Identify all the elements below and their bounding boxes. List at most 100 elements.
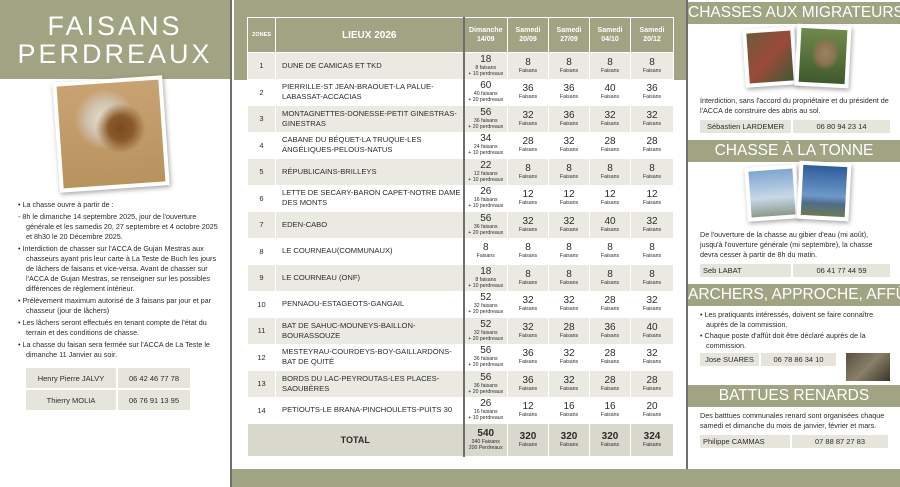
zone-number: 2 bbox=[247, 78, 276, 106]
unit: Faisans bbox=[518, 442, 538, 448]
tonne-text: De l'ouverture de la chasse au gibier d'… bbox=[700, 230, 873, 259]
count: 36 bbox=[522, 83, 534, 95]
unit: Faisans bbox=[559, 332, 579, 339]
table-row: 4 CABANE DU BÉQUET-LA TRUQUE-LES ANGÉLIQU… bbox=[247, 131, 674, 159]
zone-number: 9 bbox=[247, 264, 276, 292]
count: 8 bbox=[566, 56, 572, 68]
samedi-cell: 16 Faisans bbox=[589, 396, 631, 424]
contact-phone: 06 78 86 34 10 bbox=[761, 353, 836, 366]
page-title-line1: FAISANS bbox=[47, 10, 183, 41]
count: 8 bbox=[607, 242, 613, 254]
detail: 36 faisans bbox=[473, 356, 498, 363]
samedi-cell: 40 Faisans bbox=[630, 317, 674, 345]
count: 18 bbox=[480, 53, 492, 65]
count: 32 bbox=[522, 109, 534, 121]
count: 32 bbox=[522, 215, 534, 227]
left-content: • La chasse ouvre à partir de : - 8h le … bbox=[18, 200, 218, 410]
rule: • Les lâchers seront effectués en tenant… bbox=[18, 318, 207, 337]
total-cell: 320 Faisans bbox=[589, 423, 631, 457]
contact-name: Henry Pierre JALVY bbox=[26, 368, 116, 388]
unit: Faisans bbox=[518, 67, 538, 74]
dimanche-cell: 56 36 faisans + 20 perdreaux bbox=[462, 105, 508, 133]
table-row: 13 BORDS DU LAC-PEYROUTAS-LES PLACES-SAOU… bbox=[247, 370, 674, 398]
rules-list: • La chasse ouvre à partir de : - 8h le … bbox=[18, 200, 218, 362]
duck-photo bbox=[744, 164, 800, 222]
count: 8 bbox=[525, 162, 531, 174]
contact-name: Philippe CAMMAS bbox=[700, 435, 790, 448]
col-zones: ZONES bbox=[247, 17, 276, 53]
samedi-cell: 28 Faisans bbox=[589, 131, 631, 159]
zone-location: BAT DE SAHUC-MOUNEYS-BAILLON-BOURASSOUZE bbox=[275, 317, 464, 345]
zone-number: 3 bbox=[247, 105, 276, 133]
contacts: Henry Pierre JALVY 06 42 46 77 78 Thierr… bbox=[26, 368, 190, 410]
count: 32 bbox=[563, 215, 575, 227]
table-row: 8 LE COURNEAU(COMMUNAUX) 8 Faisans 8 Faisans 8… bbox=[247, 237, 674, 265]
unit: Faisans bbox=[518, 147, 538, 154]
unit: Faisans bbox=[600, 306, 620, 313]
total-value: 320 bbox=[601, 431, 619, 442]
count: 8 bbox=[482, 242, 489, 254]
zone-location: RÉPUBLICAINS-BRILLEYS bbox=[275, 158, 464, 186]
contact-row: Philippe CAMMAS 07 88 87 27 83 bbox=[700, 435, 890, 448]
samedi-cell: 36 Faisans bbox=[548, 78, 590, 106]
detail: + 10 perdreaux bbox=[468, 150, 504, 157]
samedi-cell: 8 Faisans bbox=[548, 158, 590, 186]
title-band: FAISANS PERDREAUX bbox=[0, 0, 230, 79]
zone-number: 14 bbox=[247, 396, 276, 424]
count: 8 bbox=[649, 268, 655, 280]
detail: Faisans bbox=[476, 253, 495, 260]
samedi-cell: 8 Faisans bbox=[548, 237, 590, 265]
count: 28 bbox=[563, 321, 575, 333]
samedi-cell: 36 Faisans bbox=[507, 78, 549, 106]
detail: 36 faisans bbox=[473, 117, 498, 124]
count: 40 bbox=[646, 321, 658, 333]
left-panel: FAISANS PERDREAUX • La chasse ouvre à pa… bbox=[0, 0, 232, 487]
contact-name: Sébastien LARDEMER bbox=[700, 120, 791, 133]
unit: Faisans bbox=[600, 173, 620, 180]
col-date: Samedi 20/09 bbox=[507, 17, 549, 53]
dimanche-cell: 26 16 faisans + 10 perdreaux bbox=[462, 184, 508, 212]
samedi-cell: 32 Faisans bbox=[548, 211, 590, 239]
unit: Faisans bbox=[559, 200, 579, 207]
unit: Faisans bbox=[518, 412, 538, 419]
samedi-cell: 32 Faisans bbox=[507, 290, 549, 318]
thrush-photo bbox=[794, 23, 852, 89]
unit: Faisans bbox=[559, 442, 579, 448]
col-date: Samedi 04/10 bbox=[589, 17, 631, 53]
count: 56 bbox=[480, 345, 492, 357]
detail: + 20 perdreaux bbox=[468, 123, 504, 130]
detail: + 10 perdreaux bbox=[468, 203, 504, 210]
count: 36 bbox=[563, 83, 575, 95]
samedi-cell: 12 Faisans bbox=[548, 184, 590, 212]
unit: Faisans bbox=[518, 120, 538, 127]
contact-name: Seb LABAT bbox=[700, 264, 791, 277]
unit: Faisans bbox=[559, 306, 579, 313]
unit: Faisans bbox=[600, 359, 620, 366]
count: 12 bbox=[522, 189, 534, 201]
unit: Faisans bbox=[642, 385, 662, 392]
count: 60 bbox=[480, 80, 492, 92]
count: 32 bbox=[522, 295, 534, 307]
dimanche-cell: 60 40 faisans + 20 perdreaux bbox=[462, 78, 508, 106]
total-cell: 324 Faisans bbox=[630, 423, 674, 457]
samedi-cell: 32 Faisans bbox=[630, 105, 674, 133]
detail: 8 faisans bbox=[475, 276, 497, 283]
samedi-cell: 40 Faisans bbox=[589, 211, 631, 239]
samedi-cell: 32 Faisans bbox=[630, 343, 674, 371]
count: 8 bbox=[525, 268, 531, 280]
unit: Faisans bbox=[642, 147, 662, 154]
count: 28 bbox=[522, 136, 534, 148]
total-sub: 340 Faisans bbox=[471, 439, 500, 445]
count: 12 bbox=[563, 189, 575, 201]
rule: • Prélèvement maximum autorisé de 3 fais… bbox=[18, 296, 212, 315]
unit: Faisans bbox=[642, 226, 662, 233]
dimanche-cell: 52 32 faisans + 20 perdreaux bbox=[462, 290, 508, 318]
unit: Faisans bbox=[600, 94, 620, 101]
unit: Faisans bbox=[600, 253, 620, 260]
count: 28 bbox=[604, 295, 616, 307]
samedi-cell: 32 Faisans bbox=[507, 317, 549, 345]
col-date: Samedi 20/12 bbox=[630, 17, 674, 53]
detail: 12 faisans bbox=[473, 170, 498, 177]
archers-item: • Chaque poste d'affût doit être déclaré… bbox=[700, 331, 866, 350]
rule: - 8h le dimanche 14 septembre 2025, jour… bbox=[18, 212, 218, 241]
